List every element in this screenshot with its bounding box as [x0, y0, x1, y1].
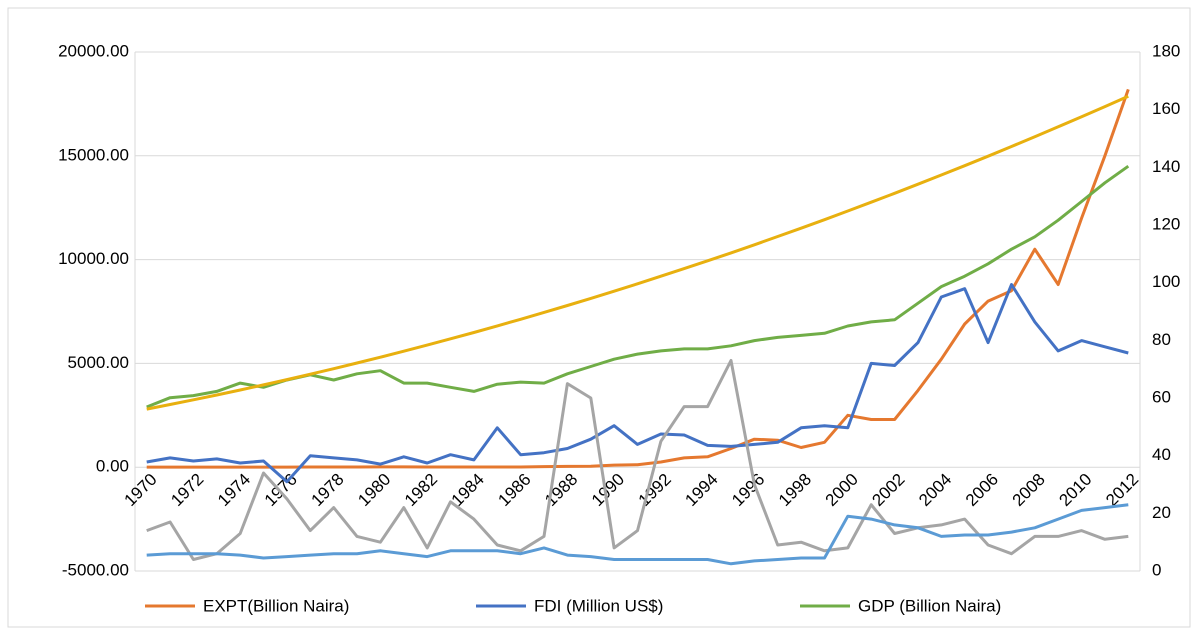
legend-label: GDP (Billion Naira) [858, 596, 1001, 615]
legend-label: FDI (Million US$) [534, 596, 663, 615]
y2-tick-label: 0 [1152, 560, 1161, 579]
y2-tick-label: 40 [1152, 445, 1171, 464]
series-line [146, 503, 1129, 566]
y2-tick-label: 80 [1152, 330, 1171, 349]
y2-tick-label: 140 [1152, 157, 1180, 176]
y-tick-label: 15000.00 [58, 145, 129, 164]
y-tick-label: 5000.00 [68, 353, 129, 372]
y-tick-label: 10000.00 [58, 249, 129, 268]
y-tick-label: 0.00 [96, 457, 129, 476]
legend-label: EXPT(Billion Naira) [203, 596, 349, 615]
y2-tick-label: 100 [1152, 272, 1180, 291]
y2-tick-label: 160 [1152, 99, 1180, 118]
series-line [146, 94, 1129, 411]
y-tick-label: -5000.00 [62, 560, 129, 579]
series-line [146, 88, 1130, 469]
series-line [146, 283, 1129, 484]
chart-frame [7, 7, 1191, 628]
y2-tick-label: 180 [1152, 41, 1180, 60]
y-tick-label: 20000.00 [58, 41, 129, 60]
y2-tick-label: 60 [1152, 387, 1171, 406]
y2-tick-label: 120 [1152, 214, 1180, 233]
series-line [146, 359, 1129, 561]
y2-tick-label: 20 [1152, 503, 1171, 522]
